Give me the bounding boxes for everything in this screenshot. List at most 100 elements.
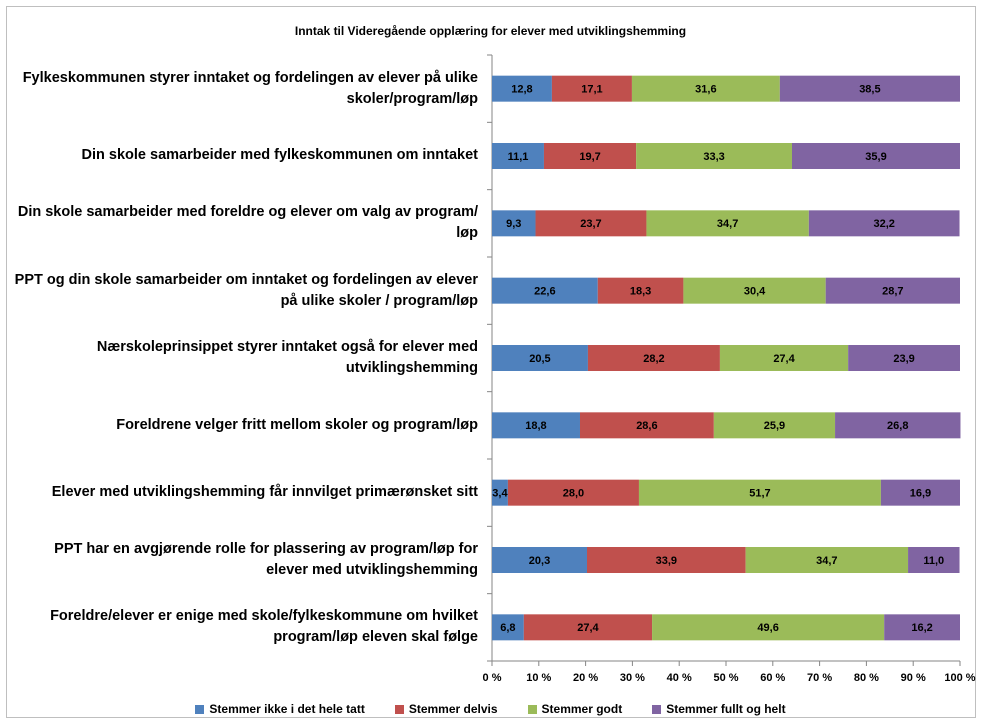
bar-segment — [492, 547, 588, 573]
category-label: PPT har en avgjørende rolle for plasseri… — [54, 540, 478, 578]
data-label: 17,1 — [581, 84, 602, 96]
data-label: 33,3 — [703, 151, 724, 163]
data-label: 28,2 — [643, 353, 664, 365]
legend-label: Stemmer godt — [541, 702, 623, 716]
bar-segment — [636, 143, 792, 169]
x-tick-label: 60 % — [760, 672, 785, 684]
bar-segment — [719, 345, 849, 371]
data-label: 9,3 — [506, 218, 521, 230]
data-label: 20,5 — [529, 353, 550, 365]
bar-segment — [791, 143, 960, 169]
data-label: 35,9 — [865, 151, 886, 163]
data-label: 51,7 — [749, 488, 770, 500]
bar-segment — [523, 614, 653, 641]
bar-segment — [597, 277, 684, 304]
legend-label: Stemmer fullt og helt — [666, 702, 786, 716]
x-tick-label: 0 % — [483, 672, 502, 684]
data-label: 16,2 — [911, 622, 932, 634]
data-label: 38,5 — [859, 84, 880, 96]
legend-swatch — [394, 704, 404, 714]
x-tick-label: 20 % — [573, 672, 598, 684]
x-tick-label: 30 % — [620, 672, 645, 684]
category-label: Foreldrene velger fritt mellom skoler og… — [116, 416, 478, 433]
bar-segment — [848, 345, 960, 371]
legend-swatch — [527, 704, 537, 714]
legend-swatch — [652, 704, 662, 714]
data-label: 18,8 — [525, 420, 546, 432]
x-tick-label: 10 % — [526, 672, 551, 684]
bar-segment — [835, 412, 961, 439]
data-label: 11,1 — [508, 151, 529, 163]
data-label: 32,2 — [873, 218, 894, 230]
x-tick-label: 80 % — [854, 672, 879, 684]
data-label: 22,6 — [534, 286, 555, 298]
category-label: Din skole samarbeider med foreldre og el… — [17, 204, 478, 242]
bar-segment — [646, 210, 809, 237]
bar-segment — [492, 143, 544, 169]
bar-segment — [579, 412, 714, 439]
bar-segment — [492, 614, 524, 641]
bar-segment — [492, 277, 598, 304]
data-label: 34,7 — [816, 555, 837, 567]
category-label: Fylkeskommunen styrer inntaket og fordel… — [22, 69, 478, 107]
bar-segment — [492, 75, 552, 102]
category-label: Elever med utviklingshemming får innvilg… — [51, 484, 478, 501]
bar-segment — [587, 345, 720, 371]
data-label: 23,9 — [893, 353, 914, 365]
data-label: 16,9 — [910, 488, 931, 500]
data-label: 28,0 — [563, 488, 584, 500]
bar-segment — [745, 547, 909, 573]
data-label: 26,8 — [887, 420, 908, 432]
x-tick-label: 40 % — [667, 672, 692, 684]
bar-segment — [638, 479, 881, 506]
legend-label: Stemmer ikke i det hele tatt — [209, 702, 365, 716]
data-label: 34,7 — [717, 218, 738, 230]
bar-segment — [683, 277, 826, 304]
bar-segment — [507, 479, 639, 506]
data-label: 31,6 — [695, 84, 716, 96]
data-label: 30,4 — [744, 286, 766, 298]
legend-label: Stemmer delvis — [408, 702, 498, 716]
legend-swatch — [195, 704, 205, 714]
category-label: PPT og din skole samarbeider om inntaket… — [14, 271, 478, 309]
bar-segment — [908, 547, 960, 573]
data-label: 28,6 — [636, 420, 657, 432]
data-label: 20,3 — [529, 555, 550, 567]
data-label: 49,6 — [757, 622, 778, 634]
bar-segment — [543, 143, 637, 169]
data-label: 19,7 — [579, 151, 600, 163]
data-label: 33,9 — [656, 555, 677, 567]
chart-title: Inntak til Videregående opplæring for el… — [294, 24, 687, 38]
bar-segment — [631, 75, 780, 102]
category-label: Foreldre/elever er enige med skole/fylke… — [50, 608, 478, 646]
data-label: 12,8 — [511, 84, 532, 96]
data-label: 27,4 — [577, 622, 599, 634]
bar-segment — [492, 345, 588, 371]
bar-segment — [652, 614, 885, 641]
bar-segment — [535, 210, 647, 237]
legend: Stemmer ikke i det hele tatt Stemmer delv… — [0, 702, 981, 716]
x-tick-label: 90 % — [901, 672, 926, 684]
legend-item: Stemmer delvis — [394, 702, 498, 716]
category-label: Din skole samarbeider med fylkeskommunen… — [81, 147, 478, 164]
data-label: 25,9 — [764, 420, 785, 432]
legend-item: Stemmer godt — [527, 702, 623, 716]
bar-segment — [492, 479, 508, 506]
data-label: 3,4 — [492, 488, 508, 500]
data-label: 23,7 — [580, 218, 601, 230]
bar-segment — [779, 75, 960, 102]
data-label: 11,0 — [923, 555, 944, 567]
bar-segment — [587, 547, 746, 573]
bar-segment — [884, 614, 960, 641]
x-tick-label: 50 % — [713, 672, 738, 684]
data-label: 27,4 — [773, 353, 795, 365]
legend-item: Stemmer fullt og helt — [652, 702, 786, 716]
bar-segment — [551, 75, 632, 102]
bar-segment — [492, 412, 580, 439]
x-tick-label: 100 % — [944, 672, 975, 684]
data-label: 18,3 — [630, 286, 651, 298]
legend-item: Stemmer ikke i det hele tatt — [195, 702, 365, 716]
bar-segment — [492, 210, 536, 237]
data-label: 28,7 — [882, 286, 903, 298]
